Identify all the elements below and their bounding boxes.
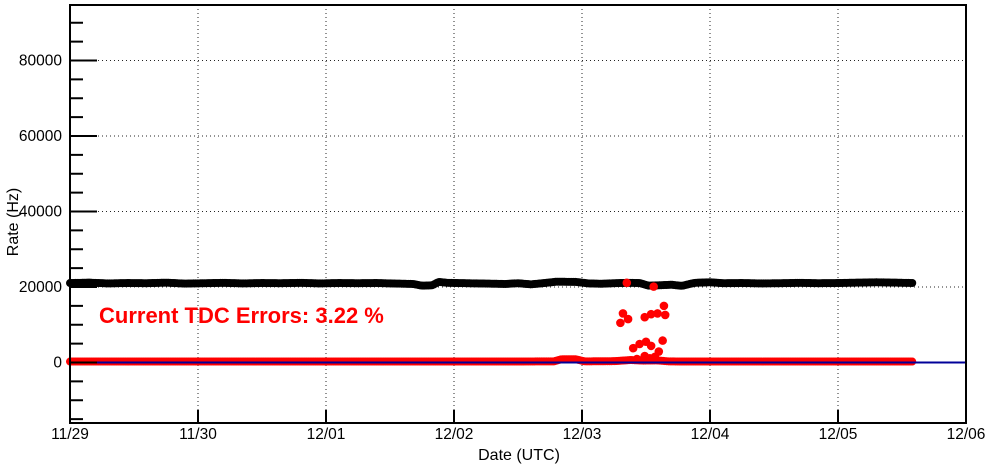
x-tick-label: 12/02 xyxy=(435,426,474,443)
plot-frame xyxy=(69,4,967,424)
x-tick-label: 11/29 xyxy=(51,426,89,443)
x-tick-label: 12/04 xyxy=(691,426,730,443)
y-axis-title: Rate (Hz) xyxy=(5,187,22,257)
y-tick-label: 60000 xyxy=(19,128,62,145)
y-tick-label: 20000 xyxy=(19,279,62,296)
series-tdc-error-rate-band xyxy=(66,355,917,366)
tdc-errors-annotation: Current TDC Errors: 3.22 % xyxy=(99,303,384,328)
axis-ticks xyxy=(69,21,967,423)
x-tick-label: 12/05 xyxy=(819,426,858,443)
tick-labels: 0 20000 40000 60000 80000 11/29 11/30 12/01 12/0… xyxy=(19,53,986,444)
series-total-rate-band xyxy=(66,277,917,290)
x-tick-label: 12/06 xyxy=(947,426,986,443)
series-tdc-error-outliers xyxy=(616,278,670,364)
y-tick-label: 0 xyxy=(53,355,62,372)
x-axis-title: Date (UTC) xyxy=(478,447,560,464)
x-tick-label: 12/01 xyxy=(307,426,346,443)
y-tick-label: 80000 xyxy=(19,53,62,70)
y-tick-label: 40000 xyxy=(19,204,62,221)
x-tick-label: 12/03 xyxy=(563,426,602,443)
x-tick-label: 11/30 xyxy=(179,426,217,443)
